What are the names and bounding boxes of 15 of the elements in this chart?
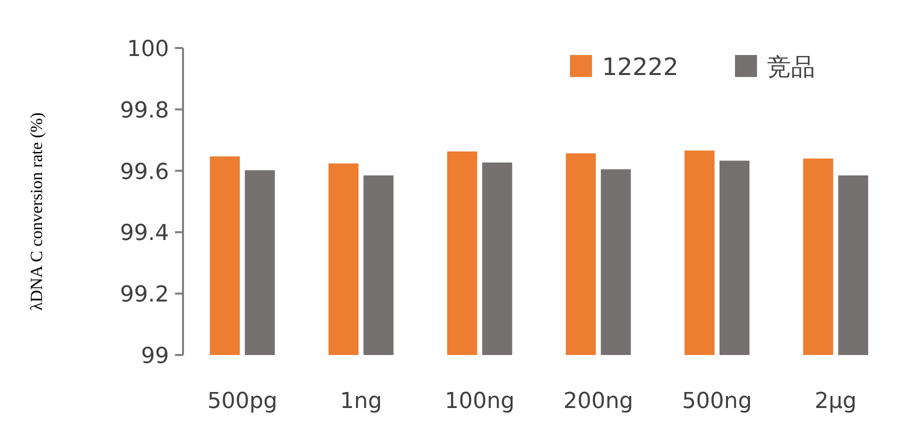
y-tick-label: 99 xyxy=(141,344,169,369)
x-tick-label: 200ng xyxy=(563,389,634,414)
x-tick-label: 500ng xyxy=(682,389,752,414)
y-tick-label: 99.2 xyxy=(120,282,169,308)
legend-label: 竞品 xyxy=(767,53,815,81)
x-tick-label: 500pg xyxy=(207,389,278,414)
x-tick-label: 100ng xyxy=(444,389,515,414)
y-tick-label: 100 xyxy=(127,37,169,62)
legend-label: 12222 xyxy=(602,53,678,81)
y-tick-label: 99.6 xyxy=(120,160,169,185)
y-tick-label: 99.8 xyxy=(120,98,169,124)
y-tick-label: 99.4 xyxy=(120,221,169,246)
x-tick-label: 1ng xyxy=(340,389,382,414)
y-axis-title: λDNA C conversion rate (%) xyxy=(27,112,46,311)
x-tick-label: 2μg xyxy=(814,389,857,414)
